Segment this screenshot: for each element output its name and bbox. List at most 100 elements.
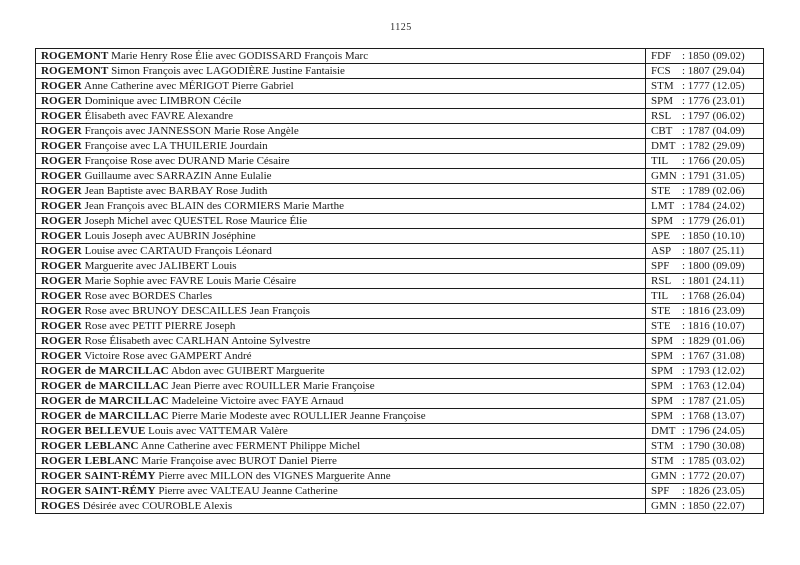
given-names: Rose avec BORDES Charles (84, 289, 212, 302)
surname: ROGER (41, 184, 82, 197)
table-row: ROGER Louise avec CARTAUD François Léona… (35, 243, 764, 259)
given-names: Louis avec VATTEMAR Valère (148, 424, 288, 437)
surname: ROGER LEBLANC (41, 454, 139, 467)
entry-cell: ROGER de MARCILLAC Madeleine Victoire av… (35, 393, 646, 409)
entry-cell: ROGER François avec JANNESSON Marie Rose… (35, 123, 646, 139)
table-row: ROGER SAINT-RÉMY Pierre avec VALTEAU Jea… (35, 483, 764, 499)
surname: ROGEMONT (41, 49, 109, 62)
parish-code: STE (651, 184, 671, 197)
entry-cell: ROGER LEBLANC Marie Françoise avec BUROT… (35, 453, 646, 469)
reference-cell: STM: 1777 (12.05) (645, 78, 764, 94)
entry-cell: ROGER Victoire Rose avec GAMPERT André (35, 348, 646, 364)
ref-value: : 1776 (23.01) (682, 94, 745, 107)
parish-code: STE (651, 304, 671, 317)
ref-value: : 1784 (24.02) (682, 199, 745, 212)
parish-code: GMN (651, 169, 677, 182)
entry-cell: ROGER Françoise avec LA THUILERIE Jourda… (35, 138, 646, 154)
surname: ROGER (41, 154, 82, 167)
given-names: Louis Joseph avec AUBRIN Joséphine (84, 229, 256, 242)
table-row: ROGER Françoise Rose avec DURAND Marie C… (35, 153, 764, 169)
table-row: ROGER LEBLANC Marie Françoise avec BUROT… (35, 453, 764, 469)
surname: ROGER (41, 349, 82, 362)
ref-value: : 1768 (13.07) (682, 409, 745, 422)
reference-cell: SPM: 1787 (21.05) (645, 393, 764, 409)
ref-value: : 1829 (01.06) (682, 334, 745, 347)
given-names: Élisabeth avec FAVRE Alexandre (84, 109, 233, 122)
table-row: ROGES Désirée avec COUROBLE Alexis GMN: … (35, 498, 764, 514)
index-table-body: ROGEMONT Marie Henry Rose Élie avec GODI… (35, 48, 764, 514)
given-names: Louise avec CARTAUD François Léonard (84, 244, 272, 257)
ref-value: : 1807 (29.04) (682, 64, 745, 77)
reference-cell: STE: 1789 (02.06) (645, 183, 764, 199)
given-names: Pierre avec MILLON des VIGNES Marguerite… (158, 469, 391, 482)
given-names: Pierre avec VALTEAU Jeanne Catherine (158, 484, 338, 497)
parish-code: FDF (651, 49, 672, 62)
reference-cell: SPM: 1767 (31.08) (645, 348, 764, 364)
table-row: ROGER Rose avec BRUNOY DESCAILLES Jean F… (35, 303, 764, 319)
table-row: ROGER Louis Joseph avec AUBRIN Joséphine… (35, 228, 764, 244)
surname: ROGER (41, 79, 82, 92)
surname: ROGER (41, 109, 82, 122)
parish-code: SPM (651, 364, 674, 377)
surname: ROGER de MARCILLAC (41, 394, 169, 407)
given-names: Anne Catherine avec FERMENT Philippe Mic… (140, 439, 361, 452)
ref-value: : 1793 (12.02) (682, 364, 745, 377)
given-names: Madeleine Victoire avec FAYE Arnaud (171, 394, 344, 407)
reference-cell: RSL: 1801 (24.11) (645, 273, 764, 289)
entry-cell: ROGEMONT Marie Henry Rose Élie avec GODI… (35, 48, 646, 64)
entry-cell: ROGER Rose avec BRUNOY DESCAILLES Jean F… (35, 303, 646, 319)
entry-cell: ROGER de MARCILLAC Abdon avec GUIBERT Ma… (35, 363, 646, 379)
parish-code: SPM (651, 334, 674, 347)
entry-cell: ROGER SAINT-RÉMY Pierre avec MILLON des … (35, 468, 646, 484)
ref-value: : 1779 (26.01) (682, 214, 745, 227)
reference-cell: GMN : 1850 (22.07) (645, 498, 764, 514)
surname: ROGER de MARCILLAC (41, 364, 169, 377)
ref-value: : 1785 (03.02) (682, 454, 745, 467)
entry-cell: ROGER de MARCILLAC Jean Pierre avec ROUI… (35, 378, 646, 394)
parish-code: SPM (651, 409, 674, 422)
surname: ROGER (41, 139, 82, 152)
reference-cell: TIL: 1766 (20.05) (645, 153, 764, 169)
reference-cell: TIL: 1768 (26.04) (645, 288, 764, 304)
surname: ROGER (41, 334, 82, 347)
table-row: ROGER Joseph Michel avec QUESTEL Rose Ma… (35, 213, 764, 229)
table-row: ROGER Françoise avec LA THUILERIE Jourda… (35, 138, 764, 154)
table-row: ROGER BELLEVUE Louis avec VATTEMAR Valèr… (35, 423, 764, 439)
parish-code: SPF (651, 259, 670, 272)
ref-value: : 1791 (31.05) (682, 169, 745, 182)
given-names: Simon François avec LAGODIÈRE Justine Fa… (111, 64, 345, 77)
reference-cell: SPM : 1793 (12.02) (645, 363, 764, 379)
parish-code: DMT (651, 139, 676, 152)
ref-value: : 1800 (09.09) (682, 259, 745, 272)
ref-value: : 1767 (31.08) (682, 349, 745, 362)
reference-cell: STM: 1790 (30.08) (645, 438, 764, 454)
entry-cell: ROGER Louis Joseph avec AUBRIN Joséphine (35, 228, 646, 244)
reference-cell: RSL: 1797 (06.02) (645, 108, 764, 124)
reference-cell: STE: 1816 (23.09) (645, 303, 764, 319)
parish-code: RSL (651, 109, 672, 122)
reference-cell: SPF : 1800 (09.09) (645, 258, 764, 274)
parish-code: GMN (651, 499, 677, 512)
reference-cell: SPE: 1850 (10.10) (645, 228, 764, 244)
entry-cell: ROGER Anne Catherine avec MÉRIGOT Pierre… (35, 78, 646, 94)
surname: ROGER (41, 319, 82, 332)
reference-cell: FDF: 1850 (09.02) (645, 48, 764, 64)
surname: ROGER (41, 124, 82, 137)
surname: ROGER (41, 244, 82, 257)
entry-cell: ROGER Jean Baptiste avec BARBAY Rose Jud… (35, 183, 646, 199)
given-names: Dominique avec LIMBRON Cécile (84, 94, 242, 107)
ref-value: : 1787 (21.05) (682, 394, 745, 407)
entry-cell: ROGER Marie Sophie avec FAVRE Louis Mari… (35, 273, 646, 289)
entry-cell: ROGER de MARCILLAC Pierre Marie Modeste … (35, 408, 646, 424)
ref-value: : 1777 (12.05) (682, 79, 745, 92)
entry-cell: ROGER LEBLANC Anne Catherine avec FERMEN… (35, 438, 646, 454)
ref-value: : 1850 (22.07) (682, 499, 745, 512)
given-names: Jean Pierre avec ROUILLER Marie François… (171, 379, 375, 392)
given-names: Joseph Michel avec QUESTEL Rose Maurice … (84, 214, 308, 227)
surname: ROGER (41, 169, 82, 182)
surname: ROGER (41, 199, 82, 212)
ref-value: : 1850 (10.10) (682, 229, 745, 242)
ref-value: : 1772 (20.07) (682, 469, 745, 482)
surname: ROGER (41, 274, 82, 287)
